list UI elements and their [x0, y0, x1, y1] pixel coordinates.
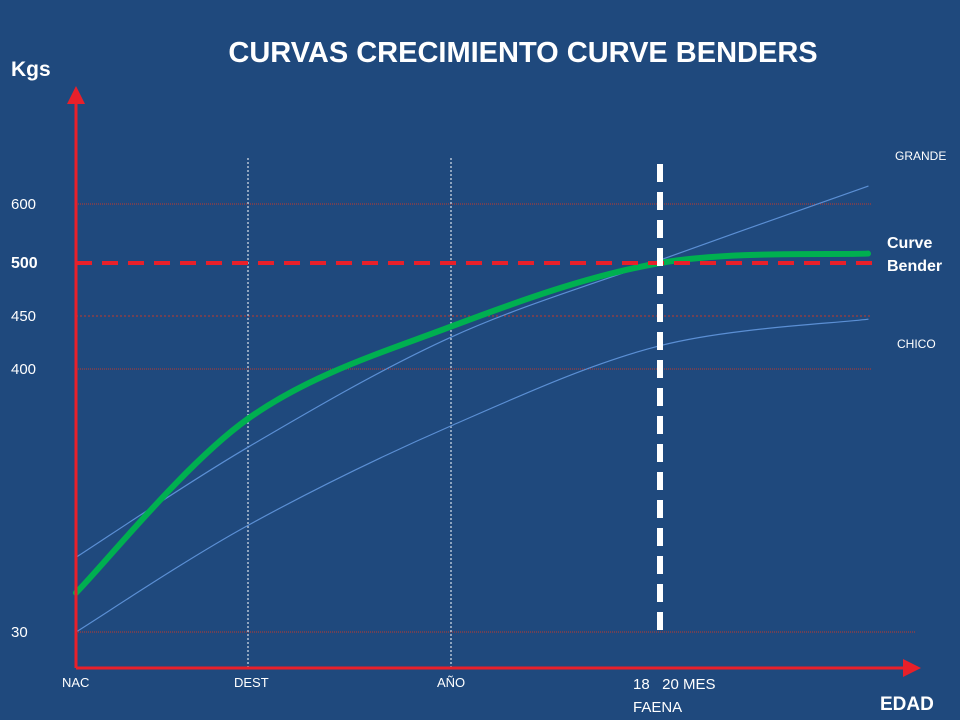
y-tick-label-450: 450 [11, 308, 36, 325]
vertical-guides [247, 158, 452, 668]
series-label-grande: GRANDE [895, 149, 946, 163]
faena-label: FAENA [633, 699, 682, 716]
y-axis-label: Kgs [11, 58, 51, 81]
gridlines [76, 203, 915, 633]
series-label-curve-bender: Curve Bender [887, 235, 942, 275]
y-axis-arrow [67, 86, 85, 104]
x-axis-label: EDAD [880, 694, 934, 715]
y-tick-label-30: 30 [11, 624, 28, 641]
faena-months-label: 18 20 MES [633, 676, 716, 693]
series-group [73, 164, 872, 633]
y-tick-label-500: 500 [11, 255, 38, 272]
x-axis-arrow [903, 659, 921, 677]
x-tick-label-nac: NAC [62, 675, 89, 690]
labels: 30 400 450 500 600 NAC DEST AÑO 18 20 MES FAENA GR… [11, 149, 946, 716]
axes [67, 86, 921, 677]
y-tick-label-400: 400 [11, 361, 36, 378]
x-tick-label-dest: DEST [234, 675, 269, 690]
series-label-chico: CHICO [897, 337, 936, 351]
x-tick-label-ano: AÑO [437, 675, 465, 690]
chart-title: CURVAS CRECIMIENTO CURVE BENDERS [228, 37, 817, 69]
series-line-grande [75, 185, 869, 558]
series-line-chico [75, 318, 869, 633]
y-tick-label-600: 600 [11, 196, 36, 213]
series-line-curve-bender [73, 250, 871, 596]
